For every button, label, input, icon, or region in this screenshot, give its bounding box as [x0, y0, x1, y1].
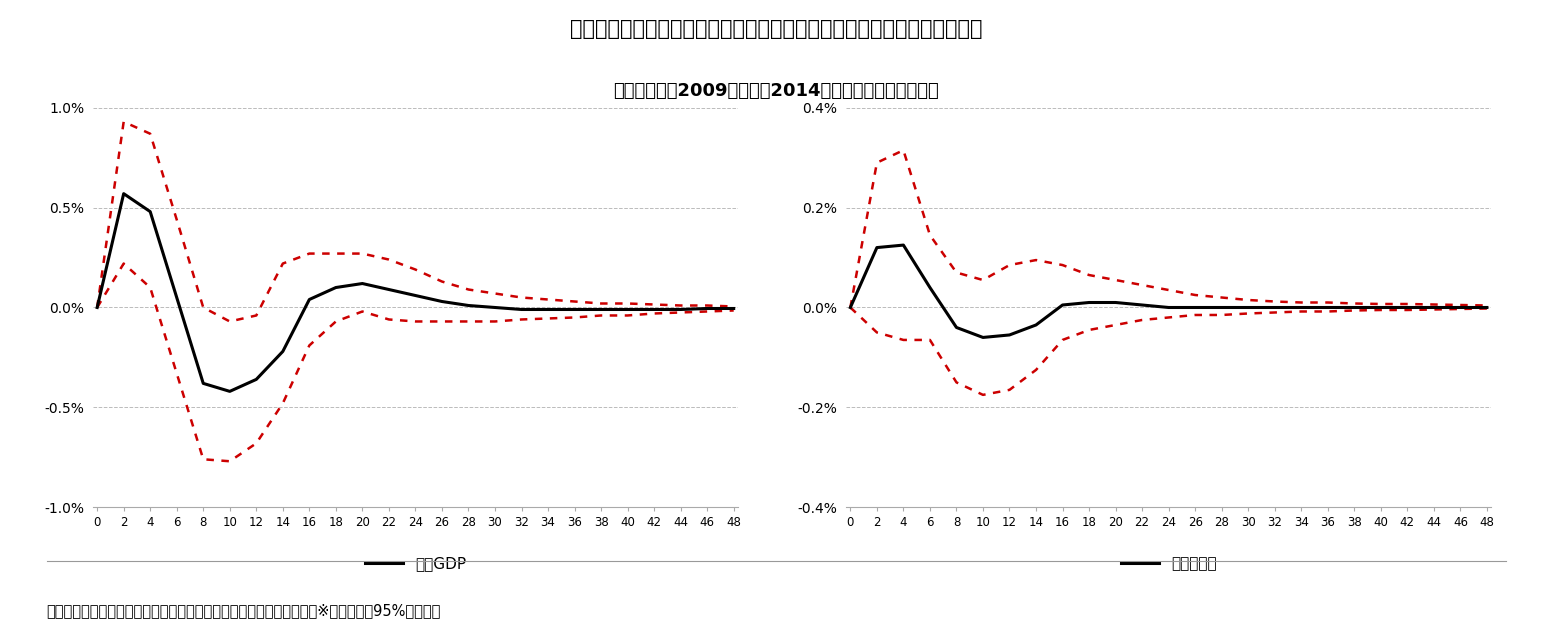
Text: 図表７：電子マネー決済額にショックを与えたときのインパルス応答関数: 図表７：電子マネー決済額にショックを与えたときのインパルス応答関数 — [570, 19, 983, 39]
Text: （資料：内閣府、総務省、経済産業省、日本銀行のデータから作成）※赤い点線は95%信頼区間: （資料：内閣府、総務省、経済産業省、日本銀行のデータから作成）※赤い点線は95%… — [47, 603, 441, 618]
Text: （分析期間：2009年１月〜2014年３月の四半期データ）: （分析期間：2009年１月〜2014年３月の四半期データ） — [613, 82, 940, 100]
Legend: 物価上昇率: 物価上昇率 — [1115, 550, 1222, 578]
Legend: 実質GDP: 実質GDP — [359, 550, 472, 578]
